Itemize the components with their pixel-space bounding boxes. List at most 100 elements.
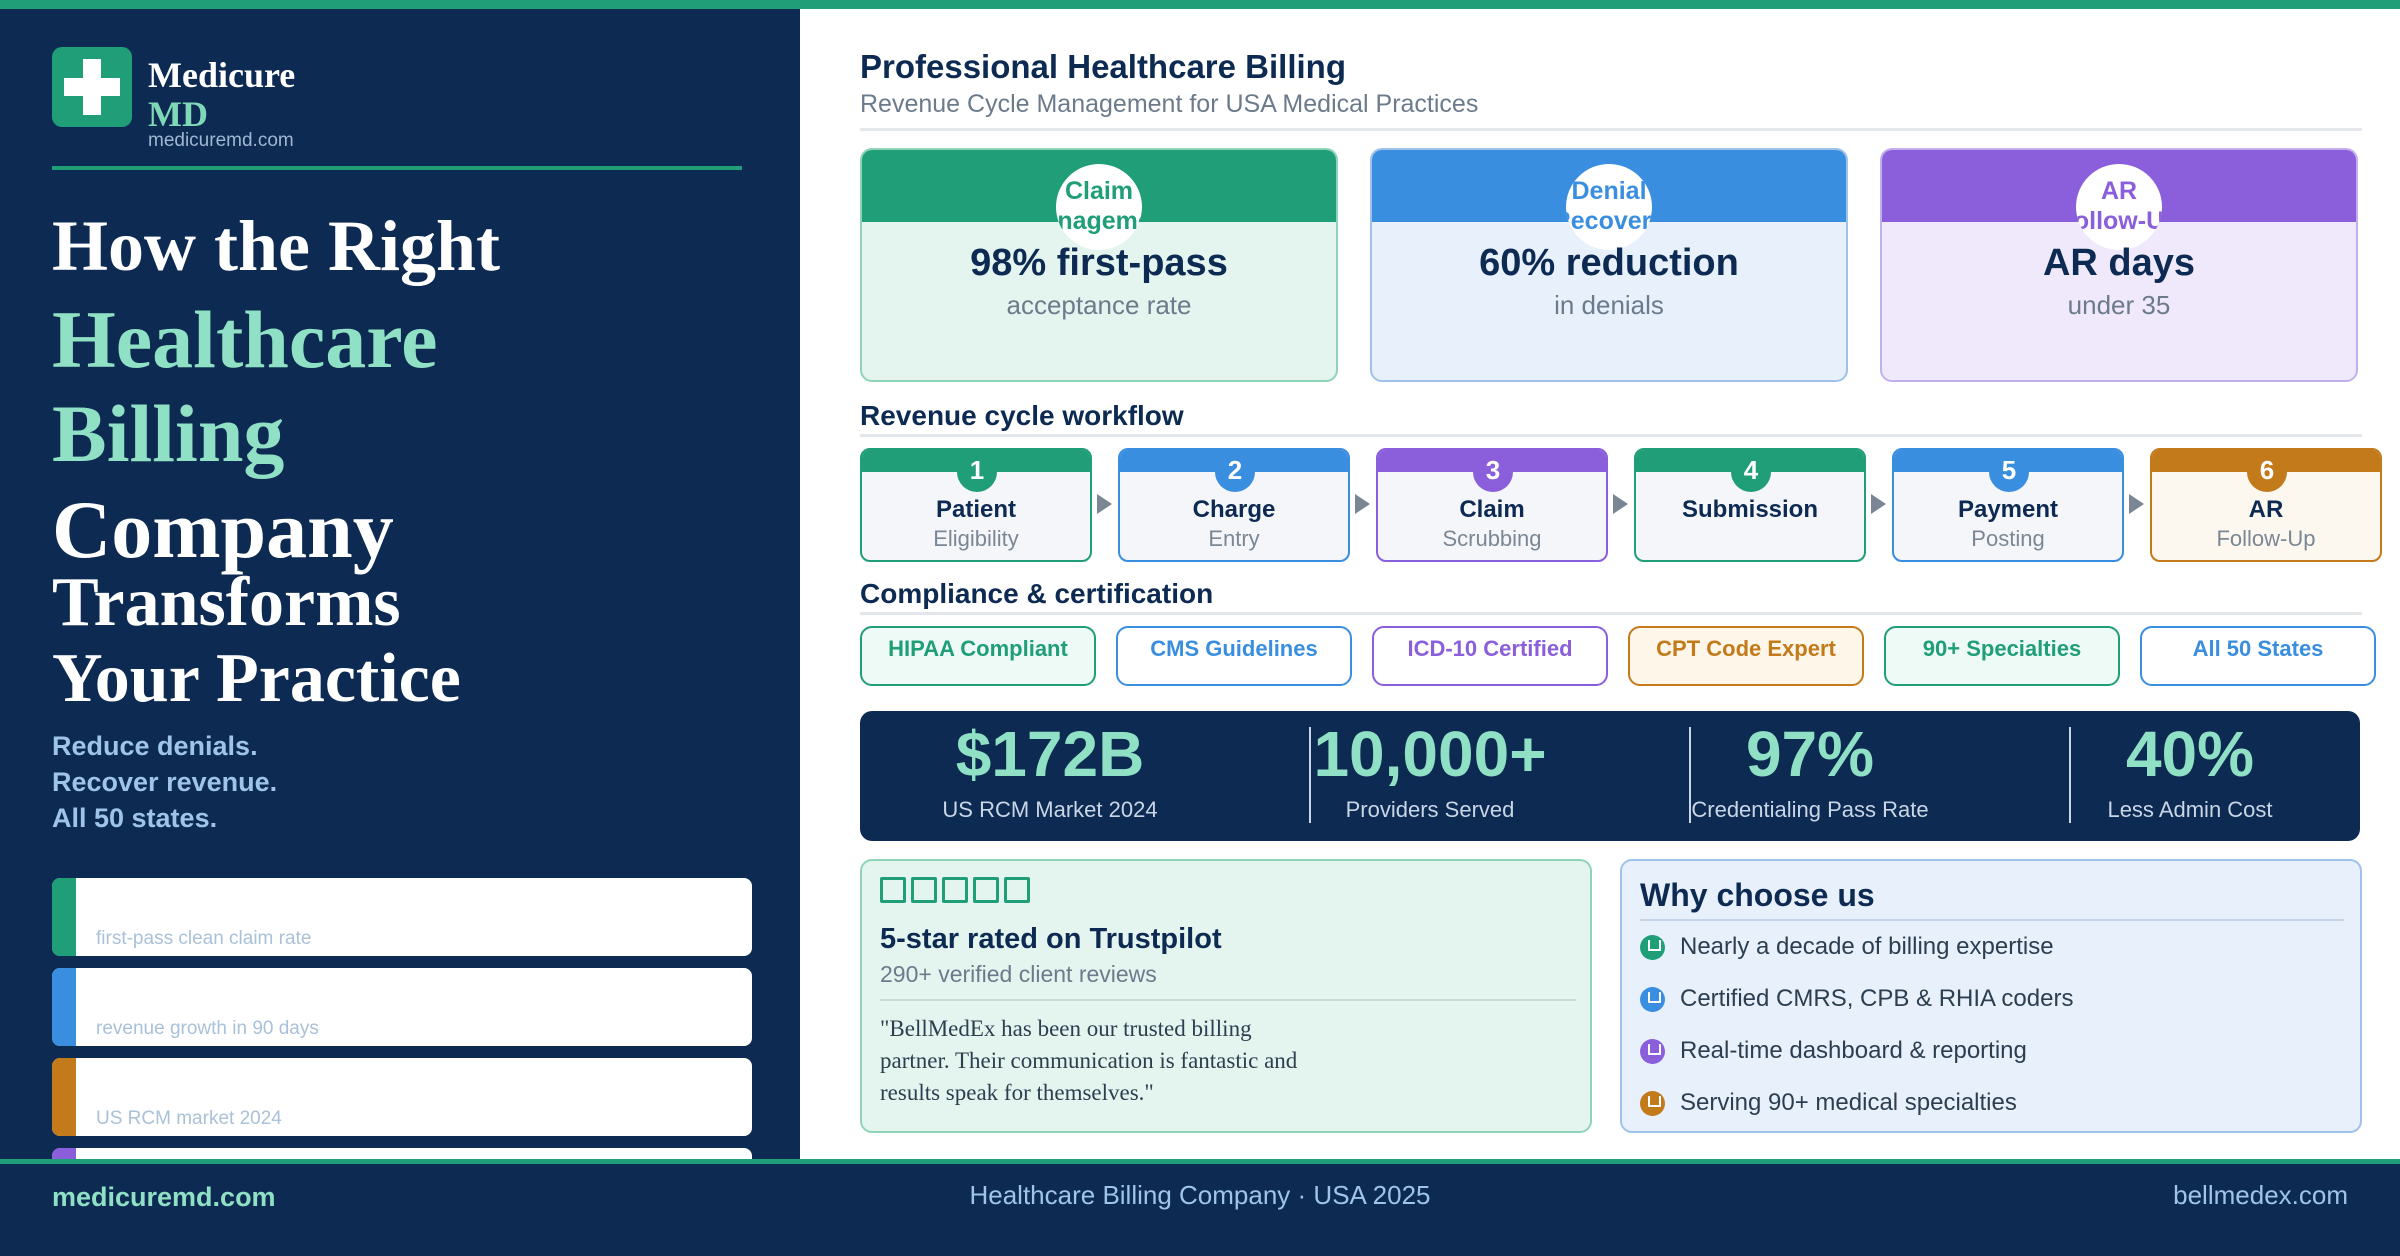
stat-accent-bar [52,878,76,956]
headline-line-accent: Billing [52,388,285,479]
workflow-step: 2 Charge Entry [1118,448,1350,562]
star-icon [880,877,906,903]
tagline-line: Recover revenue. [52,767,278,797]
why-heading: Why choose us [1640,877,1875,913]
arrow-right-icon [1613,494,1628,514]
kpi-badge-line: AR [2100,177,2138,205]
divider [860,128,2362,131]
footer-center: Healthcare Billing Company · USA 2025 [969,1180,1431,1210]
stat-divider [1309,727,1311,823]
why-item-text: Certified CMRS, CPB & RHIA coders [1680,985,2074,1012]
trustpilot-subtitle: 290+ verified client reviews [880,961,1157,987]
left-stat-card [52,1148,752,1159]
kpi-badge-line: Recovery [1566,207,1652,235]
page-title: Professional Healthcare Billing [860,48,1346,85]
stat-label: Less Admin Cost [2107,797,2273,822]
headline-line: How the Right [52,206,500,286]
page-subtitle: Revenue Cycle Management for USA Medical… [860,90,1479,118]
kpi-card: AR Follow-Up AR days under 35 [1880,148,2358,382]
stats-banner: $172B US RCM Market 2024 10,000+ Provide… [860,711,2360,841]
trustpilot-title: 5-star rated on Trustpilot [880,923,1222,955]
kpi-value: 98% first-pass [970,242,1228,284]
compliance-badge: CPT Code Expert [1628,626,1864,686]
stat-label: first-pass clean claim rate [96,928,312,949]
stat-value: $172B [955,718,1145,790]
left-panel: Medicure MD medicuremd.com How the Right… [0,9,800,1159]
stat-divider [2069,727,2071,823]
tagline-line: Reduce denials. [52,731,258,761]
brand-name-accent: MD [148,94,208,134]
why-choose-us-card: Why choose us Nearly a decade of billing… [1620,859,2362,1133]
headline-line: Company [52,484,394,575]
step-number: 3 [1473,452,1513,492]
kpi-badge-line: Management [1056,207,1142,235]
step-number: 1 [957,452,997,492]
stat-column: $172B US RCM Market 2024 [860,711,1240,841]
workflow-step: 1 Patient Eligibility [860,448,1092,562]
kpi-badge-line: Denial [1571,177,1647,205]
step-title: AR [2248,496,2284,523]
stat-column: 10,000+ Providers Served [1240,711,1620,841]
step-number: 2 [1215,452,1255,492]
stat-label: revenue growth in 90 days [96,1018,319,1039]
footer-link-right[interactable]: bellmedex.com [2173,1180,2348,1210]
bullet-icon [1640,935,1665,960]
step-subtitle: Follow-Up [2216,526,2316,551]
headline-line: Your Practice [52,640,461,717]
workflow-step: 6 AR Follow-Up [2150,448,2382,562]
star-icon [942,877,968,903]
step-number: 4 [1731,452,1771,492]
brand-url[interactable]: medicuremd.com [148,130,294,151]
headline-line-accent: Healthcare [52,294,438,385]
arrow-right-icon [1871,494,1886,514]
stat-label: US RCM Market 2024 [942,797,1158,822]
footer: Healthcare Billing Company · USA 2025 me… [0,1159,2400,1256]
kpi-card: Denial Recovery 60% reduction in denials [1370,148,1848,382]
headline-line: Transforms [52,564,401,641]
stat-value: 40% [2125,718,2255,790]
bullet-icon [1640,987,1665,1012]
step-subtitle: Posting [1971,526,2045,551]
brand-name: Medicure [148,55,296,95]
stat-column: 97% Credentialing Pass Rate [1620,711,2000,841]
step-title: Payment [1957,496,2059,523]
kpi-value: 60% reduction [1479,242,1739,284]
stat-label: Providers Served [1345,797,1515,822]
workflow-step: 5 Payment Posting [1892,448,2124,562]
kpi-badge: AR Follow-Up [2076,164,2162,250]
top-accent-bar [0,0,2400,9]
step-title: Patient [935,496,1016,523]
divider [1640,919,2344,921]
step-title: Claim [1459,496,1525,523]
star-icon [911,877,937,903]
compliance-badge: CMS Guidelines [1116,626,1352,686]
compliance-badge: HIPAA Compliant [860,626,1096,686]
stat-column: 40% Less Admin Cost [2000,711,2360,841]
divider [880,999,1576,1001]
workflow-step: 3 Claim Scrubbing [1376,448,1608,562]
kpi-caption: under 35 [2067,290,2171,320]
stat-accent-bar [52,1058,76,1136]
kpi-badge: Denial Recovery [1566,164,1652,250]
step-subtitle: Entry [1208,526,1260,551]
arrow-right-icon [1097,494,1112,514]
divider [860,612,2362,615]
kpi-badge-line: Follow-Up [2076,207,2162,235]
footer-link-left[interactable]: medicuremd.com [52,1182,276,1212]
kpi-badge-line: Claim [1064,177,1134,205]
compliance-badge: 90+ Specialties [1884,626,2120,686]
testimonial-quote: "BellMedEx has been our trusted billing … [880,1016,1298,1105]
compliance-heading: Compliance & certification [860,578,1214,609]
divider [52,166,742,170]
bullet-icon [1640,1091,1665,1116]
stat-value: 97% [1745,718,1875,790]
arrow-right-icon [1355,494,1370,514]
compliance-badge: All 50 States [2140,626,2376,686]
left-stat-card: first-pass clean claim rate [52,878,752,956]
stat-divider [1689,727,1691,823]
workflow-heading: Revenue cycle workflow [860,400,1184,431]
step-title: Charge [1192,496,1276,523]
why-item-text: Serving 90+ medical specialties [1680,1089,2017,1116]
why-item-text: Real-time dashboard & reporting [1680,1037,2027,1064]
compliance-badge: ICD-10 Certified [1372,626,1608,686]
